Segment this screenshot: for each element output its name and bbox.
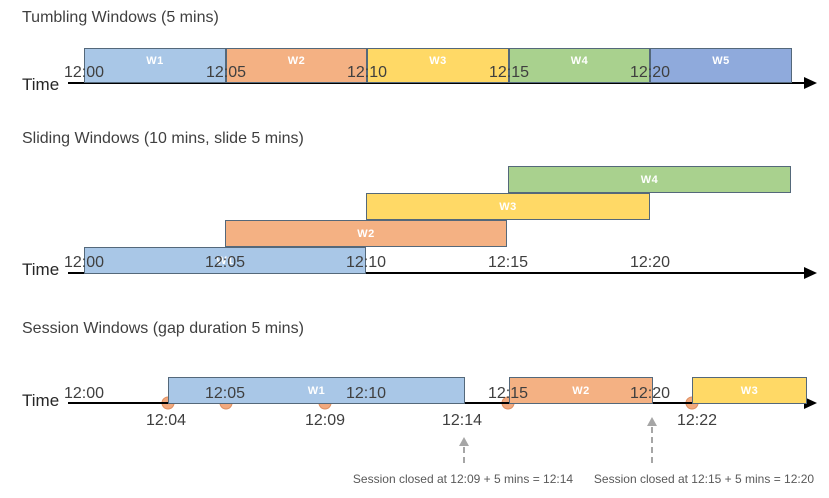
window-label: W2 <box>572 384 590 397</box>
session-close-arrow-line <box>651 427 653 463</box>
session-section-title: Session Windows (gap duration 5 mins) <box>22 320 304 337</box>
tick-label: 12:10 <box>346 64 388 81</box>
event-time-label: 12:22 <box>676 412 718 429</box>
session-time-axis-label: Time <box>22 391 60 410</box>
session-close-arrow-icon <box>647 417 657 426</box>
session-window-w1: W1 <box>168 377 465 404</box>
event-time-label: 12:09 <box>304 412 346 429</box>
session-closed-annotation: Session closed at 12:09 + 5 mins = 12:14 <box>352 472 574 486</box>
tick-label: 12:20 <box>629 64 671 81</box>
tick-label: 12:00 <box>63 254 105 271</box>
window-label: W1 <box>146 55 164 67</box>
tick-label: 12:15 <box>487 254 529 271</box>
sliding-time-axis-label: Time <box>22 260 60 279</box>
event-time-label: 12:14 <box>441 412 483 429</box>
sliding-timeline-axis <box>68 272 806 274</box>
session-close-arrow-line <box>463 447 465 463</box>
window-label: W3 <box>499 200 517 213</box>
tumbling-window-w5: W5 <box>650 48 792 83</box>
window-label: W2 <box>287 55 306 67</box>
tick-label: 12:15 <box>488 64 530 81</box>
session-close-arrow-icon <box>459 437 469 446</box>
tick-label: 12:05 <box>205 64 247 81</box>
sliding-section-title: Sliding Windows (10 mins, slide 5 mins) <box>22 130 304 147</box>
tumbling-window-w2: W2 <box>226 48 367 83</box>
sliding-window-w1: W1 <box>84 247 366 274</box>
session-axis-arrowhead-icon <box>804 397 817 409</box>
event-time-label: 12:04 <box>145 412 187 429</box>
session-window-w3: W3 <box>692 377 807 404</box>
tumbling-timeline-axis <box>68 82 806 84</box>
tumbling-axis-arrowhead-icon <box>804 77 817 89</box>
window-label: W1 <box>216 254 234 267</box>
sliding-axis-arrowhead-icon <box>804 267 817 279</box>
window-label: W1 <box>307 384 326 397</box>
tumbling-window-w4: W4 <box>509 48 650 83</box>
tick-label: 12:10 <box>345 385 387 402</box>
session-window-w2: W2 <box>509 377 653 404</box>
sliding-window-w4: W4 <box>508 166 791 193</box>
session-closed-annotation: Session closed at 12:15 + 5 mins = 12:20 <box>593 472 815 486</box>
tick-label: 12:15 <box>487 385 529 402</box>
tick-label: 12:20 <box>629 254 671 271</box>
tumbling-time-axis-label: Time <box>22 75 60 94</box>
tick-label: 12:00 <box>63 64 105 81</box>
window-label: W3 <box>429 55 447 67</box>
tumbling-window-w3: W3 <box>367 48 509 83</box>
tumbling-section-title: Tumbling Windows (5 mins) <box>22 9 219 26</box>
tick-label: 12:20 <box>629 385 671 402</box>
tick-label: 12:00 <box>63 385 105 402</box>
window-label: W5 <box>712 55 730 67</box>
window-label: W4 <box>570 55 589 67</box>
window-label: W3 <box>740 384 759 397</box>
tick-label: 12:05 <box>204 385 246 402</box>
tick-label: 12:05 <box>204 254 246 271</box>
tumbling-window-w1: W1 <box>84 48 226 83</box>
window-label: W4 <box>640 173 659 186</box>
sliding-window-w2: W2 <box>225 220 507 247</box>
sliding-window-w3: W3 <box>366 193 650 220</box>
window-label: W2 <box>357 227 375 240</box>
tick-label: 12:10 <box>345 254 387 271</box>
